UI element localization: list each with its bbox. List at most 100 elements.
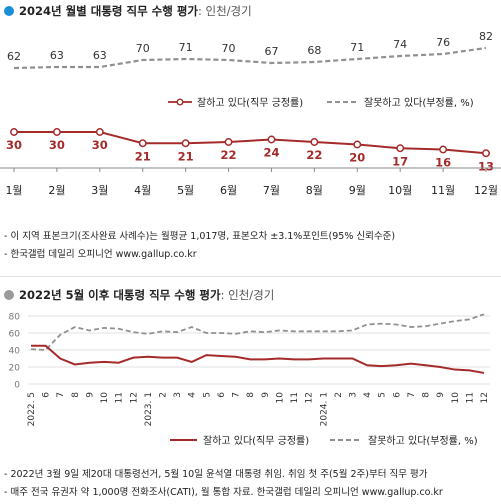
disapprove-data-label: 74 — [393, 38, 407, 51]
approve-data-label: 16 — [435, 156, 451, 170]
chart2-note-method: - 매주 전국 유권자 약 1,000명 전화조사(CATI), 월 통합 자료… — [4, 487, 443, 498]
chart1-x-tick-label: 2월 — [48, 184, 65, 197]
disapprove-data-label: 71 — [350, 41, 364, 54]
section-divider — [0, 276, 501, 277]
chart2-header: 2022년 5월 이후 대통령 직무 수행 평가 : 인천/경기 — [4, 287, 274, 303]
chart2-x-tick-label: 10 — [275, 392, 285, 404]
chart2-x-tick-label: 3 — [173, 392, 183, 398]
approve-point — [138, 139, 147, 148]
disapprove-data-label: 82 — [479, 30, 493, 43]
approve-point — [10, 128, 18, 136]
chart2-x-tick-label: 3 — [348, 392, 358, 398]
chart2-x-tick-label: 2024. 1 — [319, 392, 329, 426]
approve-data-label: 17 — [392, 154, 408, 168]
chart2-x-tick-label: 4 — [188, 392, 198, 398]
chart2-legend-disapprove-label: 잘못하고 있다(부정률, %) — [368, 434, 478, 447]
chart1-note-source: - 한국갤럽 데일리 오피니언 www.gallup.co.kr — [4, 249, 197, 260]
disapprove-data-label: 76 — [436, 36, 450, 49]
disapprove-data-label: 63 — [93, 49, 107, 62]
chart2-x-tick-label: 7 — [56, 392, 66, 398]
chart1-x-tick-label: 11월 — [431, 184, 455, 197]
chart1-x-tick-label: 4월 — [134, 184, 151, 197]
disapprove-data-label: 62 — [7, 50, 21, 63]
disapprove-data-label: 68 — [307, 44, 321, 57]
approve-data-label: 21 — [135, 149, 151, 163]
approve-point — [267, 135, 276, 144]
disapprove-data-label: 71 — [179, 41, 193, 54]
chart1-note-sample: - 이 지역 표본크기(조사완료 사례수)는 월평균 1,017명, 표본오차 … — [4, 231, 396, 242]
chart2-x-tick-label: 11 — [115, 392, 125, 403]
chart2-x-tick-label: 2 — [159, 392, 169, 398]
chart1-x-tick-label: 8월 — [306, 184, 323, 197]
approve-data-label: 13 — [478, 159, 494, 173]
chart2-x-tick-label: 10 — [100, 392, 110, 404]
chart2-y-tick-label: 0 — [14, 381, 20, 391]
disapprove-data-label: 70 — [136, 42, 150, 55]
chart2-x-tick-label: 2 — [334, 392, 344, 398]
chart2-note-election: - 2022년 3월 9일 제20대 대통령선거, 5월 10일 윤석열 대통령… — [4, 469, 428, 480]
approve-point — [482, 149, 490, 158]
approve-data-label: 30 — [6, 138, 22, 152]
approve-line — [14, 131, 487, 155]
chart2-x-tick-label: 11 — [465, 392, 475, 403]
disapprove-data-label: 67 — [264, 45, 278, 58]
approve-point — [310, 138, 319, 146]
chart1-x-tick-label: 12월 — [474, 184, 498, 197]
chart2-x-tick-label: 8 — [71, 392, 81, 398]
chart1-x-tick-label: 10월 — [388, 184, 412, 197]
chart2-x-tick-label: 6 — [42, 392, 52, 398]
chart2-y-tick-label: 40 — [9, 347, 21, 357]
disapprove-data-label: 63 — [50, 49, 64, 62]
chart2-x-tick-label: 6 — [217, 392, 227, 398]
chart2-x-tick-label: 9 — [261, 392, 271, 398]
chart1-x-tick-label: 5월 — [177, 184, 194, 197]
chart2-y-tick-label: 20 — [9, 364, 21, 374]
chart1-plot: 62 63 63 70 71 70 67 68 71 74 76 82 30 30 30 21 21 22 24 22… — [0, 30, 501, 197]
chart2-bullet-icon — [4, 290, 14, 300]
chart2-y-tick-label: 80 — [9, 313, 21, 323]
disapprove-data-label: 70 — [222, 42, 236, 55]
approve-data-label: 30 — [49, 138, 65, 152]
approve-data-label: 22 — [221, 148, 237, 162]
chart1-header: 2024년 월별 대통령 직무 수행 평가 : 인천/경기 — [4, 3, 252, 19]
approve-point — [52, 128, 61, 136]
approve-data-label: 20 — [349, 151, 365, 165]
chart2-x-tick-label: 11 — [290, 392, 300, 403]
chart2-x-tick-label: 7 — [407, 392, 417, 398]
chart2-x-tick-label: 4 — [363, 392, 373, 398]
chart2-x-tick-label: 10 — [451, 392, 461, 404]
disapprove-line — [13, 46, 487, 70]
approve-data-label: 30 — [92, 138, 108, 152]
approve-point — [181, 139, 190, 148]
approve-data-label: 21 — [178, 149, 194, 163]
chart2-x-tick-label: 9 — [436, 392, 446, 398]
chart2-legend-approve-label: 잘하고 있다(직무 긍정률) — [203, 434, 309, 447]
chart2-x-tick-label: 2023. 1 — [144, 392, 154, 426]
chart2-x-tick-label: 8 — [422, 392, 432, 398]
chart1-x-tick-label: 9월 — [349, 184, 366, 197]
chart1-x-tick-label: 3월 — [91, 184, 108, 197]
approve-point — [396, 144, 405, 153]
chart2-x-tick-label: 12 — [305, 392, 315, 403]
approve-point — [353, 140, 362, 149]
approve-point — [224, 138, 233, 146]
chart1-x-tick-label: 6월 — [220, 184, 237, 197]
chart2-x-tick-label: 9 — [85, 392, 95, 398]
approve-point — [439, 145, 448, 154]
chart2-x-tick-label: 12 — [480, 392, 490, 403]
chart2-x-tick-label: 8 — [246, 392, 256, 398]
chart1-x-tick-label: 1월 — [5, 184, 22, 197]
chart1-x-tick-label: 7월 — [263, 184, 280, 197]
chart1-bullet-icon — [4, 6, 14, 16]
legend-approve-label: 잘하고 있다(직무 긍정률) — [197, 96, 303, 109]
chart2-x-tick-label: 6 — [392, 392, 402, 398]
chart2-approve-line — [31, 344, 485, 374]
legend-disapprove-label: 잘못하고 있다(부정률, %) — [364, 96, 474, 109]
chart2-x-tick-label: 2022. 5 — [27, 392, 37, 426]
chart2-title: 2022년 5월 이후 대통령 직무 수행 평가 — [19, 288, 221, 302]
chart2-disapprove-line — [30, 313, 485, 351]
chart2-x-tick-label: 5 — [202, 392, 212, 398]
approve-data-label: 22 — [306, 148, 322, 162]
chart2-x-tick-label: 5 — [378, 392, 388, 398]
